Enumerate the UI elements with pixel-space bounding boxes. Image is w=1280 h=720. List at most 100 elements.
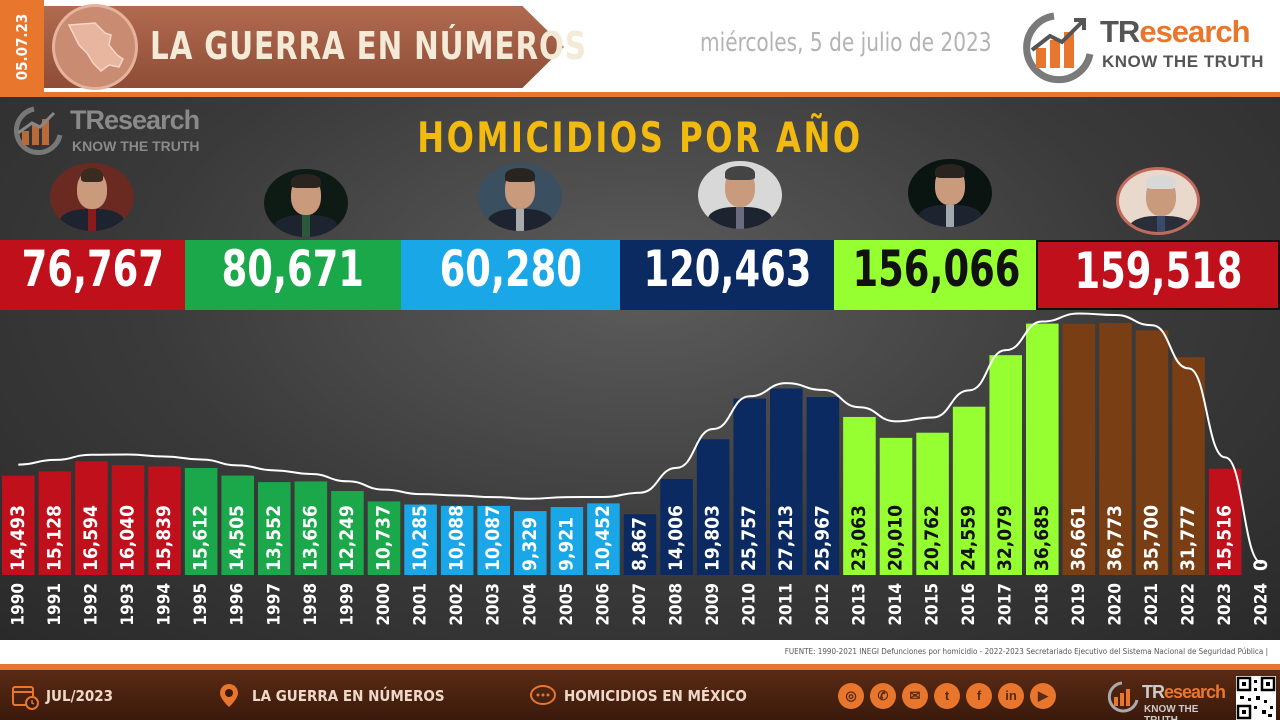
value-label-1995: 15,612 — [190, 505, 212, 571]
footer-logo-name: TResearch — [1142, 682, 1226, 702]
bar-2016 — [952, 406, 986, 575]
phone-icon[interactable]: ✆ — [870, 683, 896, 709]
bar-2008 — [660, 479, 693, 575]
year-label-1994: 1994 — [155, 583, 175, 626]
logo-tagline: KNOW THE TRUTH — [1102, 52, 1264, 71]
date-tab: 05.07.23 — [0, 0, 44, 94]
term-total-3: 60,280 — [401, 240, 620, 310]
facebook-icon[interactable]: f — [966, 683, 992, 709]
year-label-2022: 2022 — [1179, 583, 1199, 626]
portrait-2 — [264, 169, 348, 237]
bar-2000 — [367, 501, 401, 575]
bar-1991 — [38, 471, 72, 575]
date-tab-text: 05.07.23 — [13, 13, 31, 81]
header-divider — [0, 92, 1280, 97]
year-label-2009: 2009 — [703, 583, 723, 626]
year-label-2002: 2002 — [447, 583, 467, 626]
footer-logo-icon — [1107, 681, 1139, 713]
year-label-2021: 2021 — [1142, 583, 1162, 626]
youtube-icon[interactable]: ▶ — [1030, 683, 1056, 709]
footer-section: LA GUERRA EN NÚMEROS — [252, 687, 445, 705]
value-label-2008: 14,006 — [665, 505, 687, 571]
value-label-2000: 10,737 — [373, 505, 395, 571]
year-label-1993: 1993 — [118, 583, 138, 626]
year-label-2019: 2019 — [1069, 583, 1089, 626]
bar-2019 — [1062, 323, 1096, 575]
year-label-2016: 2016 — [959, 583, 979, 626]
footer-logo: TResearch KNOW THE TRUTH — [1104, 680, 1234, 720]
year-label-1997: 1997 — [264, 583, 284, 626]
year-label-2004: 2004 — [520, 583, 540, 626]
value-label-2012: 25,967 — [811, 505, 833, 571]
value-label-2009: 19,803 — [702, 505, 724, 571]
chat-icon — [530, 685, 556, 705]
year-label-2015: 2015 — [923, 583, 943, 626]
mail-icon[interactable]: ✉ — [902, 683, 928, 709]
bar-1993 — [111, 465, 145, 575]
year-label-1996: 1996 — [228, 583, 248, 626]
watermark-logo-icon — [13, 106, 63, 155]
year-label-1998: 1998 — [301, 583, 321, 626]
term-total-5: 156,066 — [834, 240, 1036, 310]
bar-2007 — [623, 514, 657, 575]
source-note: FUENTE: 1990-2021 INEGI Defunciones por … — [784, 647, 1268, 656]
year-label-2024: 2024 — [1252, 583, 1272, 626]
twitter-icon[interactable]: t — [934, 683, 960, 709]
bar-1999 — [331, 491, 364, 575]
year-label-2012: 2012 — [813, 583, 833, 626]
watermark-logo-tag: KNOW THE TRUTH — [72, 138, 200, 154]
value-label-1999: 12,249 — [336, 505, 358, 571]
value-label-2016: 24,559 — [958, 505, 980, 571]
year-label-2001: 2001 — [411, 583, 431, 626]
year-label-1995: 1995 — [191, 583, 211, 626]
year-label-2006: 2006 — [593, 583, 613, 626]
year-label-1992: 1992 — [81, 583, 101, 626]
portrait-1 — [50, 163, 134, 231]
bar-2014 — [879, 437, 913, 575]
watermark-logo-name: TResearch — [70, 105, 200, 135]
homicides-bar-chart: 14,493 1990 15,128 1991 16,594 1992 16,040 1993… — [2, 312, 1272, 626]
bar-2017 — [989, 355, 1022, 575]
value-label-2015: 20,762 — [921, 505, 943, 571]
watermark-logo: TResearch KNOW THE TRUTH — [6, 105, 226, 155]
year-label-2005: 2005 — [557, 583, 577, 626]
globe-icon[interactable]: ◎ — [838, 683, 864, 709]
qr-code[interactable] — [1236, 676, 1276, 720]
year-label-2011: 2011 — [776, 583, 796, 626]
bar-1994 — [148, 466, 181, 575]
value-label-2002: 10,088 — [446, 505, 468, 571]
value-label-1992: 16,594 — [80, 505, 102, 571]
value-label-1990: 14,493 — [7, 505, 29, 571]
portrait-3 — [478, 163, 562, 231]
bar-1992 — [75, 461, 108, 575]
value-label-2007: 8,867 — [629, 517, 651, 571]
year-label-1990: 1990 — [8, 583, 28, 626]
value-label-2014: 20,010 — [885, 505, 907, 571]
bar-2018 — [1026, 323, 1059, 575]
term-total-1: 76,767 — [0, 240, 185, 310]
bar-2001 — [404, 504, 437, 575]
bar-2004 — [514, 511, 547, 575]
term-total-4: 120,463 — [620, 240, 834, 310]
bar-2011 — [770, 388, 803, 575]
year-label-2010: 2010 — [740, 583, 760, 626]
bar-2010 — [733, 398, 766, 575]
value-label-2001: 10,285 — [409, 505, 431, 571]
value-label-1991: 15,128 — [43, 505, 65, 571]
bar-1995 — [184, 468, 218, 575]
bar-2020 — [1099, 323, 1132, 575]
mexico-map-icon — [52, 4, 138, 90]
footer-topic: HOMICIDIOS EN MÉXICO — [564, 687, 747, 705]
trend-line — [18, 312, 1263, 564]
bar-2015 — [916, 432, 949, 575]
bar-2003 — [477, 505, 510, 575]
value-label-2019: 36,661 — [1067, 505, 1089, 571]
portrait-6 — [1116, 167, 1200, 235]
year-label-2018: 2018 — [1032, 583, 1052, 626]
year-label-2017: 2017 — [996, 583, 1016, 626]
bar-2023 — [1208, 468, 1242, 575]
value-label-1993: 16,040 — [117, 505, 139, 571]
bar-2005 — [550, 507, 584, 575]
bar-2006 — [587, 503, 620, 575]
linkedin-icon[interactable]: in — [998, 683, 1024, 709]
